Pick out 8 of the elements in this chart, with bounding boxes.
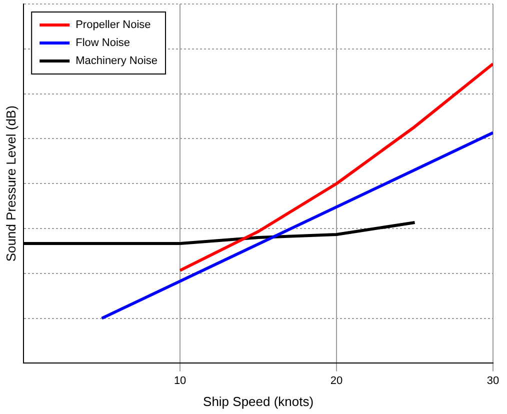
legend-label: Flow Noise (76, 37, 130, 50)
legend-label: Propeller Noise (76, 19, 151, 32)
x-tick-label: 10 (174, 374, 186, 387)
x-tick-label: 30 (486, 374, 500, 387)
legend-label: Machinery Noise (76, 55, 158, 68)
x-tick-label: 20 (330, 374, 343, 387)
y-axis-title: Sound Pressure Level (dB) (3, 106, 18, 262)
x-axis-title: Ship Speed (knots) (203, 394, 314, 409)
